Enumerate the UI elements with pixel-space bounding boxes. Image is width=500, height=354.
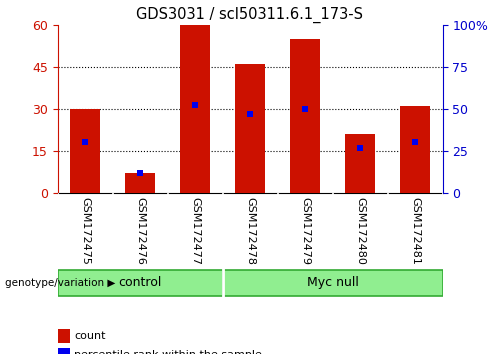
Text: control: control (118, 276, 162, 289)
Text: genotype/variation ▶: genotype/variation ▶ (5, 278, 116, 288)
Bar (400, 106, 430, 193)
Bar (70, 109, 100, 193)
Bar (235, 64, 265, 193)
Text: GSM172477: GSM172477 (190, 197, 200, 265)
Bar (125, 173, 155, 193)
Bar (180, 25, 210, 193)
Text: Myc null: Myc null (306, 276, 358, 289)
Text: count: count (74, 331, 106, 341)
Text: GSM172476: GSM172476 (135, 197, 145, 264)
Text: GSM172475: GSM172475 (80, 197, 90, 264)
Text: GSM172480: GSM172480 (355, 197, 365, 264)
Text: GSM172481: GSM172481 (410, 197, 420, 264)
FancyBboxPatch shape (58, 270, 222, 296)
Text: GSM172479: GSM172479 (300, 197, 310, 265)
Bar (290, 39, 320, 193)
FancyBboxPatch shape (222, 270, 442, 296)
Text: percentile rank within the sample: percentile rank within the sample (74, 350, 262, 354)
Text: GSM172478: GSM172478 (245, 197, 255, 265)
Title: GDS3031 / scl50311.6.1_173-S: GDS3031 / scl50311.6.1_173-S (136, 7, 364, 23)
Bar (345, 134, 375, 193)
